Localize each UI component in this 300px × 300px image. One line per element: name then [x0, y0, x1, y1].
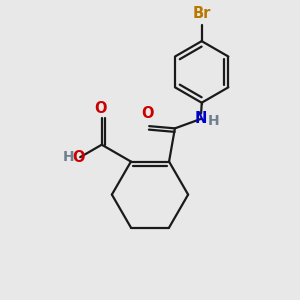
Text: N: N — [195, 111, 207, 126]
Text: O: O — [142, 106, 154, 121]
Text: H: H — [63, 150, 75, 164]
Text: Br: Br — [193, 7, 211, 22]
Text: H: H — [208, 114, 219, 128]
Text: O: O — [94, 101, 106, 116]
Text: O: O — [72, 150, 85, 165]
